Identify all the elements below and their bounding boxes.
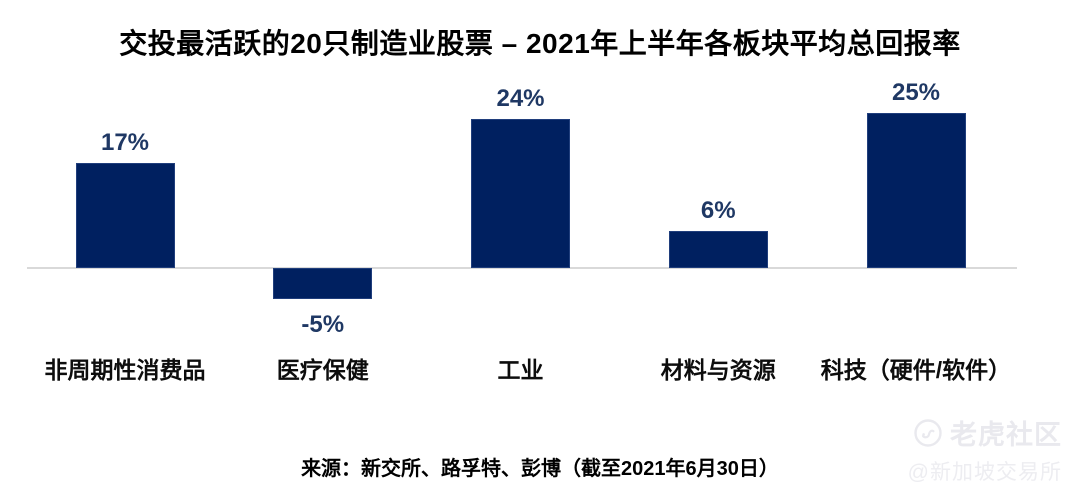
category-label: 工业 <box>497 357 544 383</box>
watermark-handle: @新加坡交易所 <box>907 461 1062 484</box>
bar-4 <box>668 230 768 268</box>
chart-title: 交投最活跃的20只制造业股票 – 2021年上半年各板块平均总回报率 <box>119 28 961 59</box>
watermark: 老虎社区 @新加坡交易所 <box>882 413 1062 486</box>
bar-value-label: 24% <box>496 85 545 113</box>
bar-2 <box>273 268 373 299</box>
source-note: 来源：新交所、路孚特、彭博（截至2021年6月30日） <box>301 458 779 480</box>
bar-value-label: 6% <box>700 196 736 224</box>
watermark-brand: 老虎社区 <box>950 420 1062 450</box>
category-label: 科技（硬件/软件） <box>820 357 1012 383</box>
bar-5 <box>866 113 966 268</box>
bar-3 <box>471 119 570 268</box>
bar-value-label: 17% <box>100 128 150 156</box>
bar-1 <box>75 162 175 268</box>
bar-value-label: -5% <box>301 311 345 338</box>
bar-value-label: 25% <box>891 79 941 106</box>
category-label: 材料与资源 <box>660 357 776 383</box>
category-label: 医疗保健 <box>276 357 369 383</box>
category-label: 非周期性消费品 <box>44 357 206 383</box>
x-axis-baseline <box>27 267 1017 269</box>
tiger-circle-icon <box>914 418 942 447</box>
